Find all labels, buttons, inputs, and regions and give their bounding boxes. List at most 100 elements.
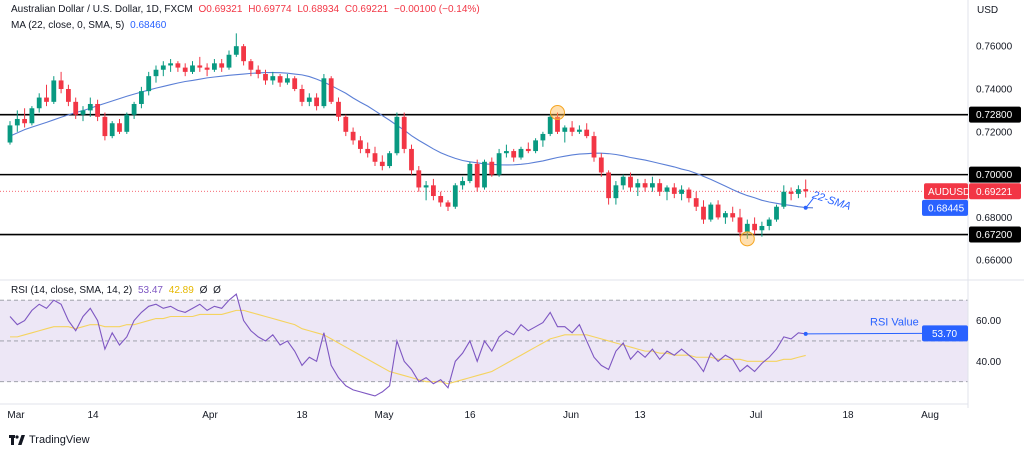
candle [394,112,400,156]
candle [139,86,144,109]
candle-body [803,189,809,192]
candle-body [44,97,49,102]
candle [591,131,597,162]
candle [285,74,290,85]
candle-body [22,118,27,124]
candle-body [124,114,130,132]
candle-body [255,69,261,75]
candle [22,108,27,128]
last-price-tag [969,183,1021,200]
candle [525,142,531,154]
candle-body [394,116,400,154]
candle-body [285,78,290,83]
candle [182,63,188,77]
candle [270,71,276,85]
candle-body [701,206,706,220]
candle-body [562,127,568,132]
candle [387,151,392,169]
candle [766,217,772,231]
candle [693,191,699,211]
candle [452,183,458,209]
candle-body [299,89,305,102]
candle [788,187,794,201]
candle [248,59,254,77]
rsi-value: 53.47 [137,285,163,296]
candle [379,155,385,171]
candle [620,174,626,190]
candle [36,93,42,113]
candle-body [160,65,166,70]
candle-body [496,153,502,175]
candle-body [628,176,633,188]
candle-body [336,101,341,117]
time-tick-label: Aug [921,410,939,421]
candle-body [431,185,436,197]
candle-body [131,103,137,115]
candle-body [204,67,210,70]
candle-body [474,163,480,188]
rsi-header: RSI (14, close, SMA, 14, 2) 53.47 42.89 … [11,285,224,296]
candle-body [664,187,670,192]
candle-body [518,148,524,158]
candle [577,125,582,134]
candle [752,217,757,235]
candle [299,84,305,107]
candle-body [66,89,71,102]
open-value: O0.69321 [198,4,243,15]
candle-body [788,191,794,194]
candle [109,121,115,139]
candle-body [671,187,677,194]
candle-body [635,183,641,188]
candle [80,106,86,122]
candle-body [438,196,444,203]
candle [7,121,13,145]
candle-body [737,217,743,233]
candle-body [365,148,371,154]
candle [628,172,633,192]
candle [803,179,809,198]
price-tick-label: 0.66000 [976,256,1013,267]
candle-body [372,153,378,162]
candle-body [343,116,349,132]
candle [533,138,538,154]
candle-body [416,170,422,188]
candle [204,63,210,77]
candle [131,101,137,119]
candle [642,178,648,192]
candle [212,59,217,72]
candle-body [547,116,553,134]
candle-body [533,140,538,152]
tradingview-logo[interactable]: TradingView [9,434,90,446]
candle-body [102,116,108,137]
candle-body [781,191,787,207]
ma-label: MA (22, close, 0, SMA, 5) [11,20,125,31]
candle [365,142,371,158]
candle-body [168,63,173,66]
candle [650,176,655,192]
candle-body [263,74,268,81]
candle [372,146,378,167]
candle-body [379,161,385,167]
candle [547,114,553,137]
candle [219,59,225,72]
time-tick-label: Mar [7,410,25,421]
candle [555,112,560,134]
candle [438,191,444,207]
ma-line [9,71,814,209]
candle-body [219,63,225,68]
candle [598,153,604,177]
candle-body [212,63,217,70]
sma-dot [803,205,808,210]
candle [409,144,414,175]
level-tag [969,226,1021,243]
time-tick-label: May [375,410,394,421]
time-tick-label: 18 [296,410,308,421]
time-tick-label: 16 [464,410,476,421]
price-tick-label: 0.72000 [976,127,1013,138]
candle-body [584,129,590,137]
candle-body [153,69,159,77]
candle-body [657,183,663,192]
candle [540,131,546,147]
candle-body [51,80,57,102]
